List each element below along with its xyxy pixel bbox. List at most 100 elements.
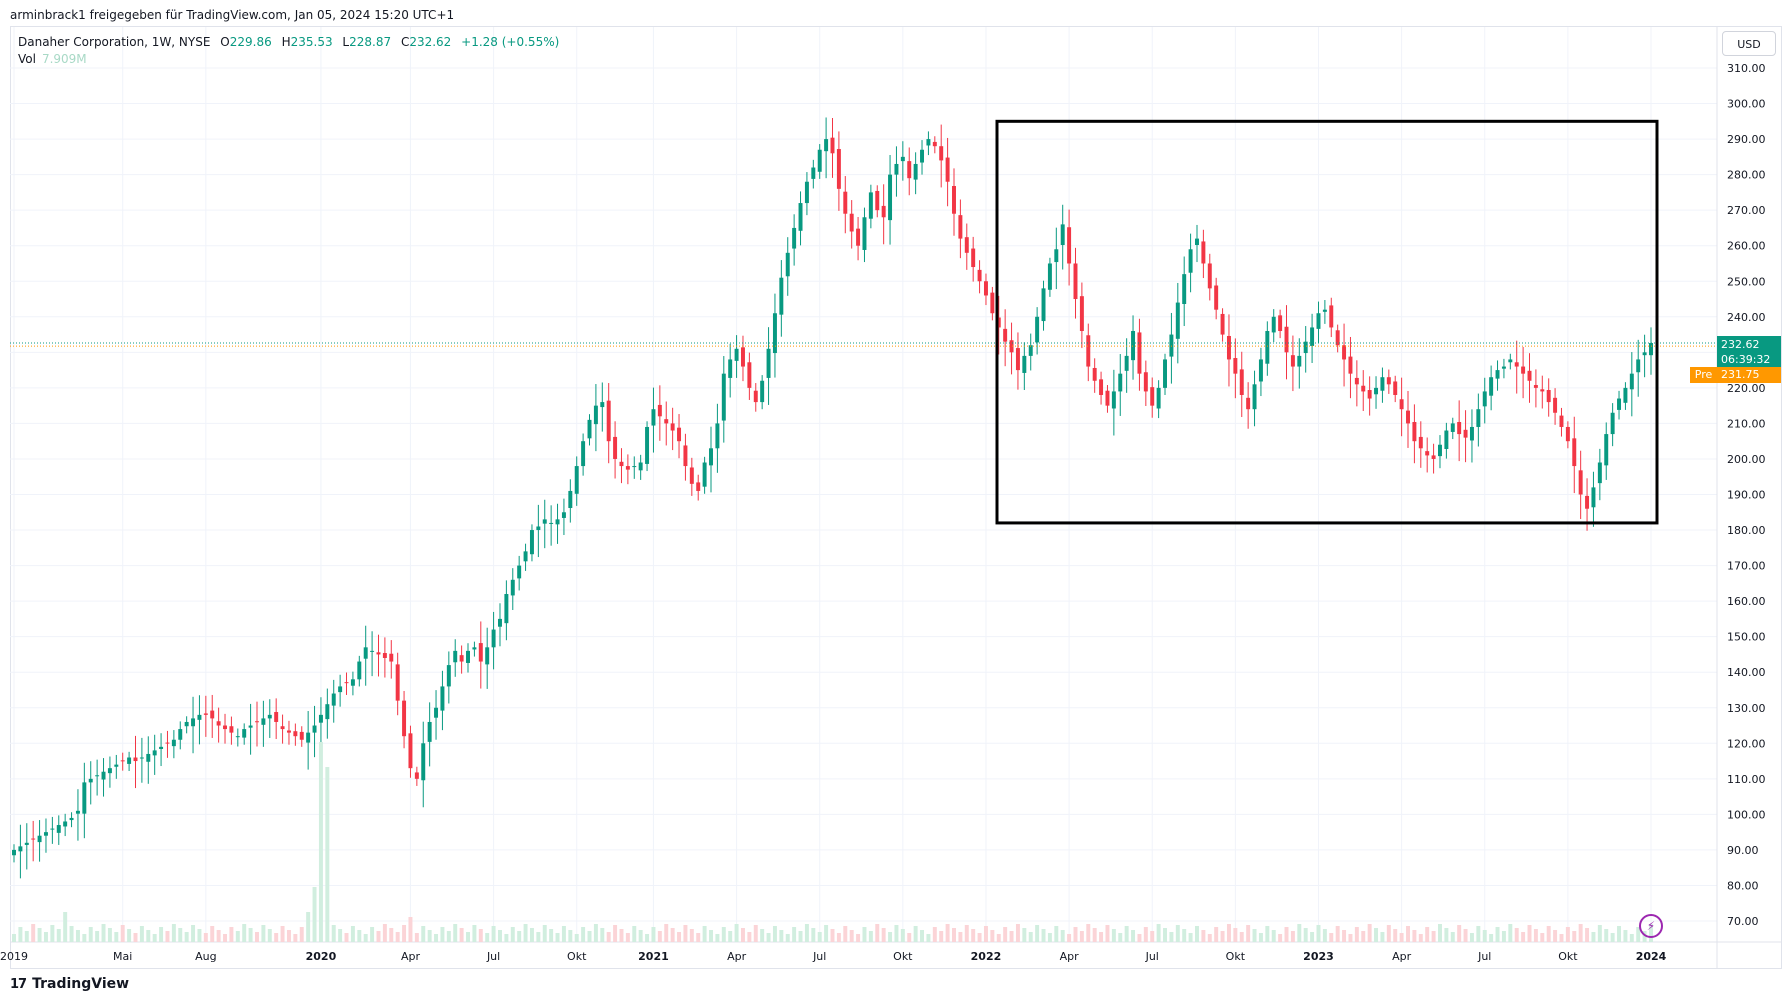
volume-bar bbox=[306, 912, 311, 942]
y-tick-label: 150.00 bbox=[1727, 631, 1766, 644]
candle-body bbox=[581, 441, 586, 467]
volume-bar bbox=[798, 931, 803, 942]
candle-body bbox=[37, 835, 42, 843]
volume-bar bbox=[1431, 931, 1436, 942]
x-tick-label: Apr bbox=[1392, 950, 1412, 963]
candle-body bbox=[1399, 399, 1404, 410]
candle-body bbox=[1143, 372, 1148, 392]
candle-body bbox=[139, 757, 144, 759]
volume-bar bbox=[178, 928, 183, 942]
volume-bar bbox=[504, 934, 509, 942]
volume-bar bbox=[709, 930, 713, 942]
candle-body bbox=[1533, 385, 1538, 388]
volume-bar bbox=[1105, 925, 1110, 942]
volume-bar bbox=[421, 926, 426, 942]
volume-bar bbox=[1527, 925, 1532, 942]
candle-body bbox=[1597, 462, 1602, 484]
volume-bar bbox=[536, 932, 541, 942]
low-label: L bbox=[342, 35, 350, 49]
volume-bar bbox=[817, 932, 822, 942]
x-tick-label: Okt bbox=[567, 950, 587, 963]
candle-body bbox=[408, 733, 413, 769]
y-tick-label: 120.00 bbox=[1727, 737, 1766, 750]
candle-body bbox=[344, 682, 349, 684]
candle-body bbox=[830, 137, 835, 154]
volume-bar bbox=[1469, 933, 1474, 942]
volume-bar bbox=[1060, 930, 1065, 942]
volume-bar bbox=[574, 934, 579, 942]
candle-body bbox=[1131, 331, 1136, 361]
candle-body bbox=[1246, 397, 1251, 410]
candle-body bbox=[1182, 274, 1187, 304]
volume-bar bbox=[1348, 934, 1353, 942]
volume-bar bbox=[210, 926, 215, 942]
candle-body bbox=[325, 704, 330, 720]
volume-bar bbox=[510, 927, 515, 942]
candle-body bbox=[1195, 238, 1199, 245]
volume-bar bbox=[1169, 932, 1174, 942]
candle-body bbox=[178, 729, 183, 740]
candle-body bbox=[875, 190, 880, 211]
y-tick-label: 280.00 bbox=[1727, 169, 1766, 182]
candle-body bbox=[811, 167, 816, 179]
candle-body bbox=[785, 252, 790, 277]
candle-body bbox=[1412, 421, 1417, 442]
volume-bar bbox=[88, 927, 93, 942]
candle-body bbox=[1015, 348, 1020, 371]
candle-body bbox=[1041, 288, 1046, 322]
volume-bar bbox=[619, 929, 624, 942]
volume-bar bbox=[555, 933, 560, 942]
volume-bar bbox=[945, 924, 950, 942]
candle-body bbox=[753, 390, 758, 403]
volume-bar bbox=[811, 928, 816, 942]
volume-bar bbox=[715, 934, 720, 942]
candle-body bbox=[715, 423, 720, 449]
volume-bar bbox=[689, 929, 694, 942]
x-tick-label: Mai bbox=[113, 950, 132, 963]
tradingview-footer[interactable]: 17 TradingView bbox=[10, 976, 129, 992]
volume-bar bbox=[561, 926, 566, 942]
lightning-icon[interactable]: ⚡ bbox=[1639, 914, 1663, 938]
volume-bar bbox=[734, 924, 739, 942]
volume-bar bbox=[1578, 924, 1583, 942]
candle-body bbox=[498, 618, 502, 627]
volume-bar bbox=[261, 925, 266, 942]
volume-bar bbox=[1636, 927, 1641, 942]
candle-body bbox=[75, 810, 80, 814]
candle-body bbox=[932, 141, 937, 147]
candle-body bbox=[721, 373, 726, 421]
candle-body bbox=[24, 842, 29, 845]
volume-bar bbox=[1591, 932, 1596, 942]
volume-bar bbox=[1374, 928, 1379, 942]
volume-bar bbox=[900, 929, 905, 942]
volume-bar bbox=[440, 927, 445, 942]
volume-bar bbox=[344, 933, 349, 942]
volume-bar bbox=[191, 925, 196, 942]
volume-bar bbox=[529, 928, 534, 942]
candle-body bbox=[913, 163, 918, 180]
volume-bar bbox=[120, 925, 125, 942]
candle-body bbox=[286, 730, 291, 733]
volume-bar bbox=[875, 924, 880, 942]
x-tick-label: 2024 bbox=[1636, 950, 1667, 963]
symbol-description[interactable]: Danaher Corporation, 1W, NYSE bbox=[18, 35, 211, 49]
candle-body bbox=[267, 714, 272, 719]
candle-body bbox=[510, 579, 515, 596]
candle-body bbox=[1335, 330, 1340, 346]
candle-body bbox=[1342, 345, 1347, 360]
volume-bar bbox=[1188, 933, 1193, 942]
volume-label[interactable]: Vol bbox=[18, 52, 36, 66]
candle-body bbox=[1469, 426, 1474, 441]
volume-bar bbox=[568, 930, 573, 942]
x-tick-label: 2023 bbox=[1303, 950, 1334, 963]
volume-bar bbox=[165, 931, 170, 942]
y-tick-label: 240.00 bbox=[1727, 311, 1766, 324]
candle-body bbox=[568, 490, 573, 509]
volume-bar bbox=[402, 925, 407, 942]
y-tick-label: 300.00 bbox=[1727, 98, 1766, 111]
currency-button[interactable]: USD bbox=[1722, 31, 1776, 56]
candle-body bbox=[459, 655, 464, 662]
volume-bar bbox=[613, 925, 618, 942]
volume-bar bbox=[1623, 930, 1628, 942]
